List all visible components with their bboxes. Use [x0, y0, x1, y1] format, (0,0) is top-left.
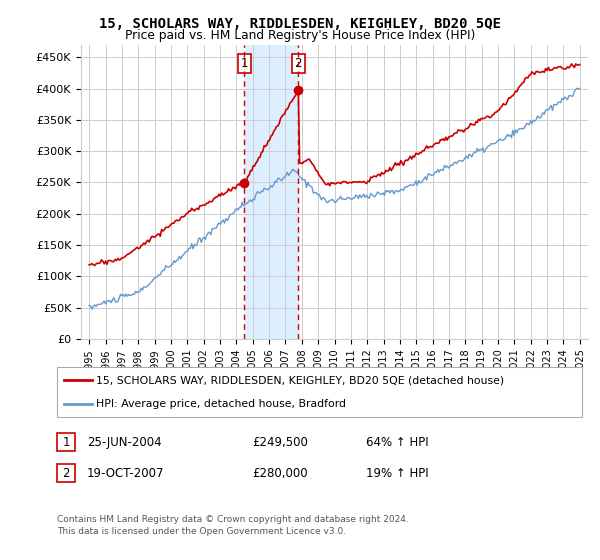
Text: 1: 1: [241, 58, 248, 71]
Text: This data is licensed under the Open Government Licence v3.0.: This data is licensed under the Open Gov…: [57, 528, 346, 536]
Text: 19-OCT-2007: 19-OCT-2007: [87, 466, 164, 480]
Text: 15, SCHOLARS WAY, RIDDLESDEN, KEIGHLEY, BD20 5QE: 15, SCHOLARS WAY, RIDDLESDEN, KEIGHLEY, …: [99, 17, 501, 31]
Text: £249,500: £249,500: [252, 436, 308, 449]
Text: 2: 2: [62, 466, 70, 480]
Text: HPI: Average price, detached house, Bradford: HPI: Average price, detached house, Brad…: [96, 399, 346, 409]
Text: 19% ↑ HPI: 19% ↑ HPI: [366, 466, 428, 480]
Text: £280,000: £280,000: [252, 466, 308, 480]
Text: 15, SCHOLARS WAY, RIDDLESDEN, KEIGHLEY, BD20 5QE (detached house): 15, SCHOLARS WAY, RIDDLESDEN, KEIGHLEY, …: [96, 375, 504, 385]
Text: Price paid vs. HM Land Registry's House Price Index (HPI): Price paid vs. HM Land Registry's House …: [125, 29, 475, 42]
Text: Contains HM Land Registry data © Crown copyright and database right 2024.: Contains HM Land Registry data © Crown c…: [57, 515, 409, 524]
Text: 25-JUN-2004: 25-JUN-2004: [87, 436, 161, 449]
Text: 2: 2: [295, 58, 302, 71]
Text: 1: 1: [62, 436, 70, 449]
Text: 64% ↑ HPI: 64% ↑ HPI: [366, 436, 428, 449]
